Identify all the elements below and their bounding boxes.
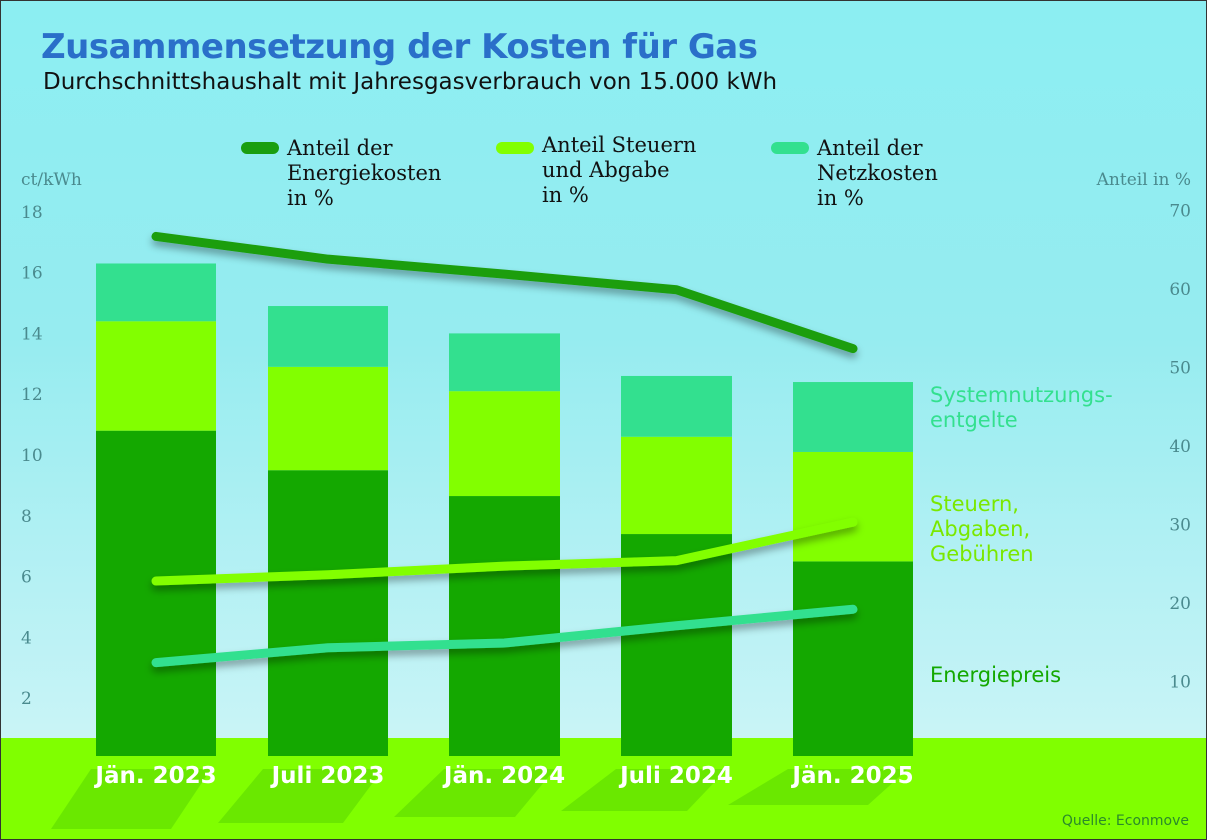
right-tick-label: 70 <box>1169 202 1191 222</box>
stack-label: Gebühren <box>930 542 1034 566</box>
legend-label: in % <box>542 183 589 207</box>
stack-label: Energiepreis <box>930 663 1061 687</box>
bar-segment-energiepreis <box>449 496 560 756</box>
stack-label: Abgaben, <box>930 517 1030 541</box>
legend-label: Anteil der <box>286 136 394 160</box>
line-series-1 <box>151 231 858 354</box>
left-tick-label: 12 <box>21 385 43 405</box>
legend-label: Anteil Steuern <box>541 133 696 157</box>
stack-label: entgelte <box>930 408 1018 432</box>
left-tick-label: 6 <box>21 568 32 588</box>
bar-segment-steuern <box>621 436 732 535</box>
right-tick-label: 10 <box>1169 673 1191 693</box>
legend-label: Anteil der <box>816 136 924 160</box>
bar-shadow <box>728 769 908 805</box>
bar-segment-energiepreis <box>793 561 913 756</box>
category-label: Juli 2024 <box>618 763 733 789</box>
source-label: Quelle: Econmove <box>1062 813 1189 829</box>
legend-swatch <box>241 142 279 154</box>
left-tick-label: 18 <box>21 203 43 223</box>
bar-segment-netz <box>793 382 913 452</box>
left-tick-label: 8 <box>21 507 32 527</box>
chart-subtitle: Durchschnittshaushalt mit Jahresgasverbr… <box>43 69 778 95</box>
category-label: Jän. 2023 <box>93 763 216 789</box>
legend-swatch <box>771 142 809 154</box>
bar-shadow <box>561 769 727 811</box>
left-tick-label: 10 <box>21 446 43 466</box>
category-label: Jän. 2024 <box>442 763 565 789</box>
bar-segment-netz <box>268 306 388 367</box>
left-axis-label: ct/kWh <box>21 170 82 190</box>
right-tick-label: 60 <box>1169 280 1191 300</box>
legend-swatch <box>496 142 534 154</box>
right-tick-label: 20 <box>1169 594 1191 614</box>
bar-segment-energiepreis <box>96 430 216 756</box>
bar-segment-steuern <box>96 321 216 431</box>
bar-segment-steuern <box>268 366 388 471</box>
right-tick-label: 40 <box>1169 437 1191 457</box>
legend-label: in % <box>287 186 334 210</box>
category-label: Jän. 2025 <box>790 763 913 789</box>
legend-label: und Abgabe <box>542 158 670 182</box>
right-tick-label: 30 <box>1169 516 1191 536</box>
left-tick-label: 4 <box>21 628 32 648</box>
bar-segment-energiepreis <box>621 534 732 756</box>
right-tick-label: 50 <box>1169 359 1191 379</box>
bar-shadow <box>394 769 555 817</box>
bar-segment-steuern <box>793 451 913 562</box>
bar-segment-netz <box>621 375 732 437</box>
bar-shadow <box>51 769 211 829</box>
bar-segment-netz <box>96 263 216 322</box>
legend-label: in % <box>817 186 864 210</box>
left-tick-label: 2 <box>21 689 32 709</box>
bar-shadow <box>218 769 383 823</box>
bar-segment-energiepreis <box>268 470 388 756</box>
bar-segment-netz <box>449 333 560 392</box>
chart-title: Zusammensetzung der Kosten für Gas <box>41 27 758 67</box>
legend-label: Netzkosten <box>817 161 938 185</box>
stack-label: Systemnutzungs- <box>930 383 1113 407</box>
bar-segment-steuern <box>449 391 560 497</box>
left-tick-label: 14 <box>21 324 43 344</box>
legend-label: Energiekosten <box>287 161 441 185</box>
left-tick-label: 16 <box>21 264 43 284</box>
right-axis-label: Anteil in % <box>1096 170 1191 190</box>
stack-label: Steuern, <box>930 492 1019 516</box>
category-label: Juli 2023 <box>270 763 385 789</box>
